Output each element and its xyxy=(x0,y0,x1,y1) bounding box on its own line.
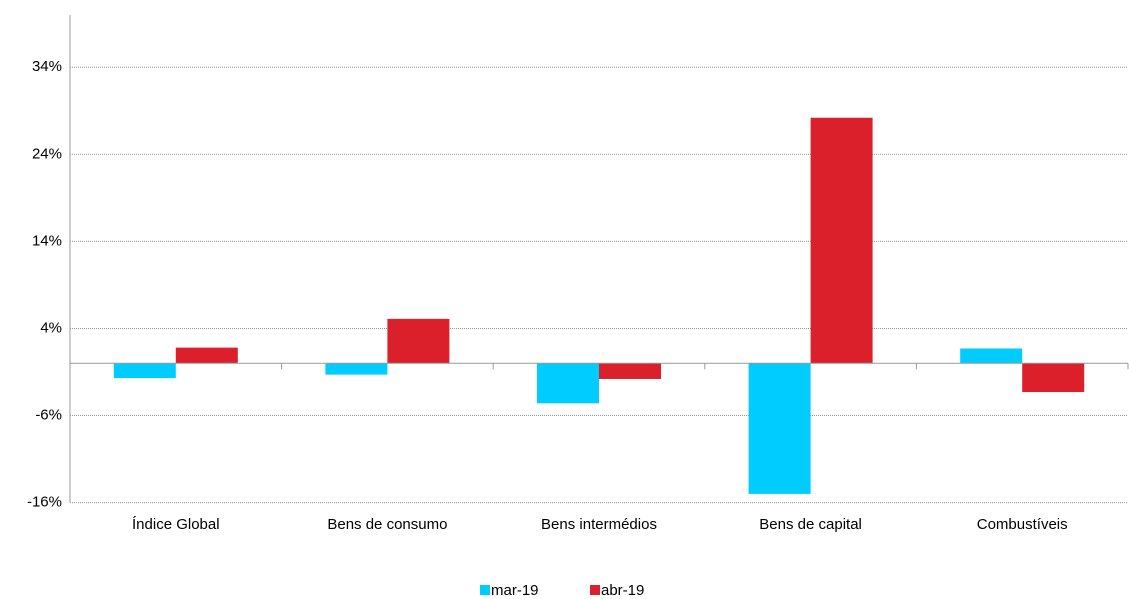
y-tick-label: 34% xyxy=(32,58,62,75)
bar xyxy=(325,363,388,375)
bar xyxy=(599,363,661,379)
x-tick-label: Bens intermédios xyxy=(541,516,657,533)
bar xyxy=(175,347,238,364)
legend-label: mar-19 xyxy=(491,582,539,599)
legend-swatch xyxy=(480,585,490,595)
bar xyxy=(537,363,599,404)
x-tick-label: Bens de capital xyxy=(759,516,862,533)
legend-swatch xyxy=(590,585,600,595)
y-tick-label: -16% xyxy=(27,494,62,511)
bar xyxy=(960,348,1023,364)
bar xyxy=(1022,363,1085,393)
bar xyxy=(810,117,873,364)
y-tick-label: 14% xyxy=(32,232,62,249)
bar xyxy=(113,363,176,379)
bar xyxy=(387,318,450,364)
x-tick-label: Bens de consumo xyxy=(327,516,447,533)
x-tick-label: Combustíveis xyxy=(977,516,1068,533)
bar xyxy=(748,363,811,494)
x-tick-label: Índice Global xyxy=(132,516,220,533)
y-tick-label: -6% xyxy=(35,406,62,423)
y-tick-label: 24% xyxy=(32,145,62,162)
legend-label: abr-19 xyxy=(601,582,644,599)
y-tick-label: 4% xyxy=(40,319,62,336)
